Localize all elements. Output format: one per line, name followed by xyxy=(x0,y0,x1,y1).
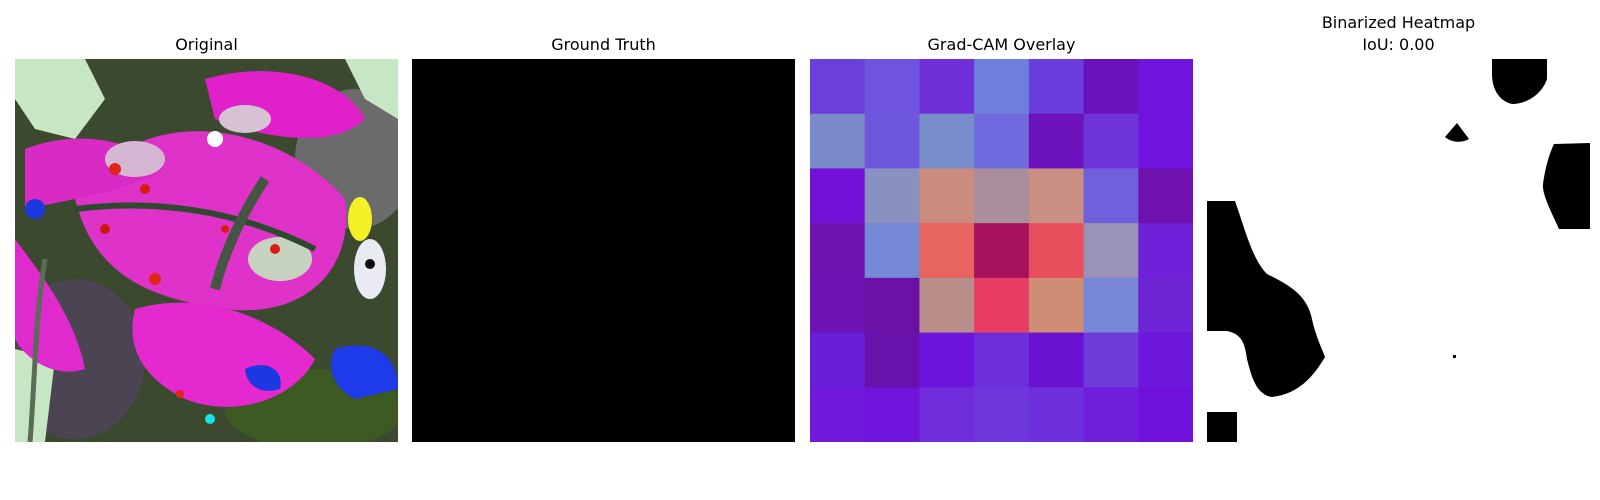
iou-label: IoU: 0.00 xyxy=(1362,35,1435,54)
binarized-mask xyxy=(1207,59,1590,442)
gradcam-cell-2-3 xyxy=(974,168,1030,224)
gradcam-cell-6-6 xyxy=(1138,387,1193,442)
gradcam-cell-3-0 xyxy=(810,223,866,279)
gradcam-cell-1-0 xyxy=(810,113,866,169)
gradcam-cell-5-5 xyxy=(1083,332,1139,388)
gradcam-cell-6-5 xyxy=(1083,387,1139,442)
gradcam-cell-4-1 xyxy=(864,277,920,334)
original-panel: Original xyxy=(15,0,398,500)
gradcam-cell-1-3 xyxy=(974,113,1030,169)
gradcam-cell-0-0 xyxy=(810,59,866,115)
gradcam-cell-3-3 xyxy=(974,223,1030,279)
gradcam-cell-2-6 xyxy=(1138,168,1193,224)
gradcam-cell-0-1 xyxy=(864,59,920,115)
gradcam-cell-6-4 xyxy=(1028,387,1085,442)
gradcam-cell-2-0 xyxy=(810,168,866,224)
gradcam-cell-1-6 xyxy=(1138,113,1193,169)
gradcam-cell-1-2 xyxy=(919,113,975,169)
gradcam-cell-5-4 xyxy=(1028,332,1085,388)
gradcam-cell-4-3 xyxy=(974,277,1030,334)
gradcam-cell-4-4 xyxy=(1028,277,1085,334)
gradcam-cell-6-1 xyxy=(864,387,920,442)
gradcam-cell-0-6 xyxy=(1138,59,1193,115)
ground-truth-panel: Ground Truth xyxy=(412,0,795,500)
gradcam-cell-4-6 xyxy=(1138,277,1193,334)
gradcam-cell-4-5 xyxy=(1083,277,1139,334)
gradcam-cell-2-2 xyxy=(919,168,975,224)
gradcam-panel: Grad-CAM Overlay xyxy=(810,0,1193,500)
gradcam-cell-6-0 xyxy=(810,387,866,442)
gradcam-cell-3-5 xyxy=(1083,223,1139,279)
gradcam-cell-4-0 xyxy=(810,277,866,334)
gradcam-cell-0-4 xyxy=(1028,59,1085,115)
gradcam-cell-0-3 xyxy=(974,59,1030,115)
ground-truth-title: Ground Truth xyxy=(551,35,656,54)
gradcam-cell-0-5 xyxy=(1083,59,1139,115)
gradcam-cell-2-5 xyxy=(1083,168,1139,224)
gradcam-title: Grad-CAM Overlay xyxy=(927,35,1076,54)
gradcam-cell-5-2 xyxy=(919,332,975,388)
binarized-title: Binarized Heatmap xyxy=(1321,13,1476,32)
binarized-panel: Binarized Heatmap IoU: 0.00 xyxy=(1207,0,1590,500)
gradcam-cell-6-2 xyxy=(919,387,975,442)
gradcam-cell-5-1 xyxy=(864,332,920,388)
gradcam-cell-3-6 xyxy=(1138,223,1193,279)
gradcam-cell-5-0 xyxy=(810,332,866,388)
gradcam-cell-2-4 xyxy=(1028,168,1085,224)
gradcam-cell-3-4 xyxy=(1028,223,1085,279)
gradcam-cell-0-2 xyxy=(919,59,975,115)
gradcam-cell-5-3 xyxy=(974,332,1030,388)
gradcam-cell-3-1 xyxy=(864,223,920,279)
gradcam-cell-2-1 xyxy=(864,168,920,224)
original-title: Original xyxy=(175,35,238,54)
gradcam-cell-1-4 xyxy=(1028,113,1085,169)
ground-truth-mask xyxy=(412,59,795,442)
gradcam-cell-6-3 xyxy=(974,387,1030,442)
original-image xyxy=(15,59,398,442)
gradcam-cell-1-5 xyxy=(1083,113,1139,169)
gradcam-cell-5-6 xyxy=(1138,332,1193,388)
gradcam-heatmap xyxy=(810,59,1193,442)
gradcam-cell-1-1 xyxy=(864,113,920,169)
gradcam-cell-4-2 xyxy=(919,277,975,334)
gradcam-cell-3-2 xyxy=(919,223,975,279)
